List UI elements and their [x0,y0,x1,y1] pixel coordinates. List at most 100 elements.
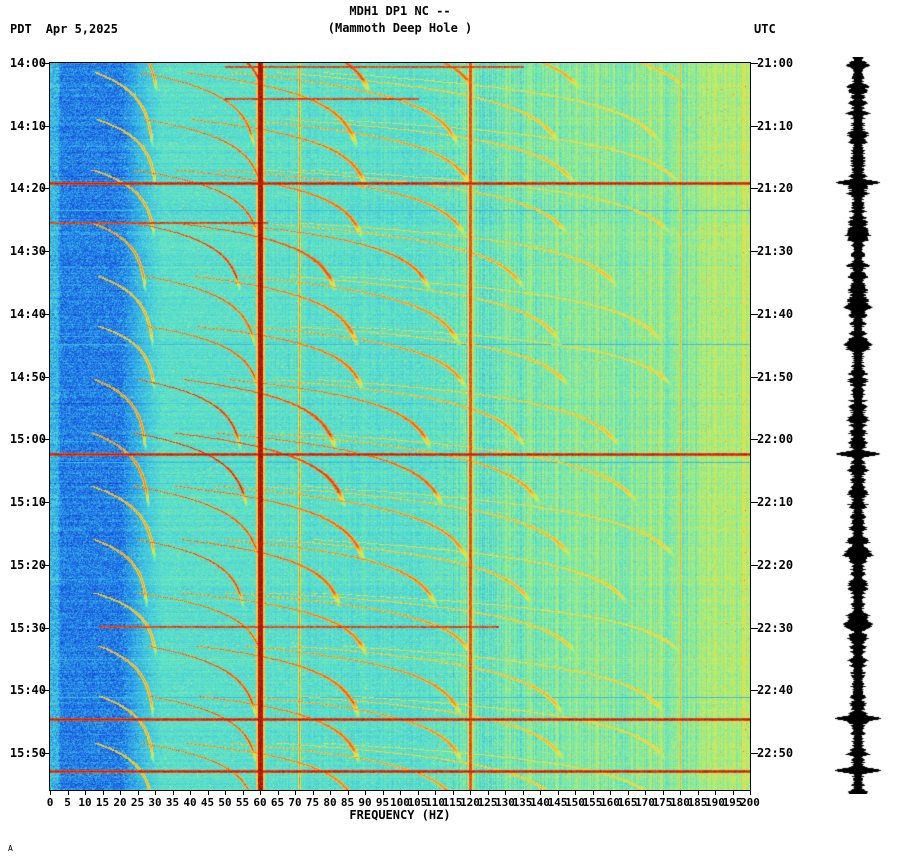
freq-axis-tick [592,791,594,795]
right-axis-tick [751,690,758,692]
freq-axis-tick [120,791,121,795]
left-time-label: 14:40 [9,306,46,321]
freq-tick-label: 80 [323,796,337,809]
left-axis-tick [42,752,49,754]
freq-axis-tick [750,791,751,795]
freq-tick-label: 120 [460,796,480,809]
freq-axis-tick [312,791,314,795]
left-time-label: 15:10 [9,495,46,510]
freq-tick-label: 125 [477,796,498,809]
freq-tick-label: 160 [600,796,620,809]
freq-tick-label: 185 [687,796,708,809]
right-time-label: 22:50 [757,745,794,760]
left-axis-tick [42,63,49,64]
left-axis-tick [42,313,49,315]
freq-tick-label: 115 [442,796,463,809]
freq-axis-tick [697,791,699,795]
freq-axis-tick [435,791,436,795]
freq-tick-label: 140 [530,796,550,809]
freq-tick-label: 155 [582,796,603,809]
freq-axis-tick [67,791,69,795]
left-axis-tick [42,627,49,629]
freq-axis-tick [50,791,51,795]
left-time-label: 15:50 [9,745,46,760]
freq-tick-label: 180 [670,796,690,809]
right-axis-tick [751,502,758,504]
left-axis-tick [42,439,49,441]
freq-tick-label: 100 [390,796,410,809]
freq-axis-tick [330,791,331,795]
freq-tick-label: 145 [547,796,568,809]
x-axis-title: FREQUENCY (HZ) [349,808,451,822]
freq-tick-label: 175 [652,796,673,809]
freq-tick-label: 165 [617,796,638,809]
left-time-label: 14:30 [9,244,46,259]
left-time-label: 14:10 [9,118,46,133]
freq-axis-tick [382,791,384,795]
right-time-label: 22:20 [757,557,794,572]
freq-axis-tick [610,791,611,795]
freq-axis-tick [85,791,86,795]
freq-tick-label: 110 [425,796,445,809]
freq-tick-label: 85 [340,796,355,809]
left-time-label: 14:50 [9,369,46,384]
freq-tick-label: 45 [200,796,215,809]
freq-axis-tick [470,791,471,795]
right-time-label: 22:00 [757,432,794,447]
freq-tick-label: 50 [218,796,232,809]
freq-axis-tick [207,791,209,795]
left-axis-tick [42,376,49,378]
right-time-label: 21:20 [757,181,794,196]
freq-axis-tick [137,791,139,795]
freq-axis-tick [452,791,454,795]
right-axis-tick [751,564,758,566]
left-time-label: 14:00 [9,56,46,70]
freq-axis-tick [417,791,419,795]
freq-axis-tick [102,791,104,795]
freq-axis-tick [505,791,506,795]
freq-tick-label: 130 [495,796,515,809]
freq-axis-tick [680,791,681,795]
freq-axis-tick [155,791,156,795]
freq-tick-label: 70 [288,796,302,809]
left-axis-tick [42,125,49,127]
left-axis-tick [42,188,49,190]
freq-tick-label: 40 [183,796,197,809]
right-axis-tick [751,627,758,629]
freq-axis-tick [190,791,191,795]
freq-axis-tick [347,791,349,795]
left-time-label: 15:20 [9,557,46,572]
freq-tick-label: 105 [407,796,428,809]
freq-tick-label: 200 [740,796,760,809]
date-label: Apr 5,2025 [45,22,118,36]
freq-axis-tick [260,791,261,795]
right-axis-tick [751,125,758,127]
right-time-label: 21:10 [757,118,794,133]
right-time-label: 21:40 [757,306,794,321]
freq-axis-tick [645,791,646,795]
freq-tick-label: 65 [270,796,285,809]
freq-tick-label: 150 [565,796,585,809]
freq-axis-tick [732,791,734,795]
left-time-label: 15:40 [9,683,46,698]
freq-tick-label: 190 [705,796,725,809]
freq-tick-label: 95 [375,796,390,809]
right-time-label: 21:00 [757,56,794,70]
freq-axis-tick [557,791,559,795]
footer-mark: A [8,844,13,853]
right-time-label: 22:10 [757,495,794,510]
freq-tick-label: 20 [113,796,127,809]
header-left: PDT Apr 5,2025 [10,22,118,36]
timezone-left-label: PDT [10,22,32,36]
freq-axis-tick [277,791,279,795]
freq-tick-label: 30 [148,796,162,809]
freq-axis-tick [225,791,226,795]
right-axis-tick [751,251,758,253]
right-time-label: 21:50 [757,369,794,384]
freq-tick-label: 170 [635,796,655,809]
right-axis-tick [751,752,758,754]
freq-axis-tick [242,791,244,795]
freq-axis-tick [172,791,174,795]
freq-tick-label: 135 [512,796,533,809]
